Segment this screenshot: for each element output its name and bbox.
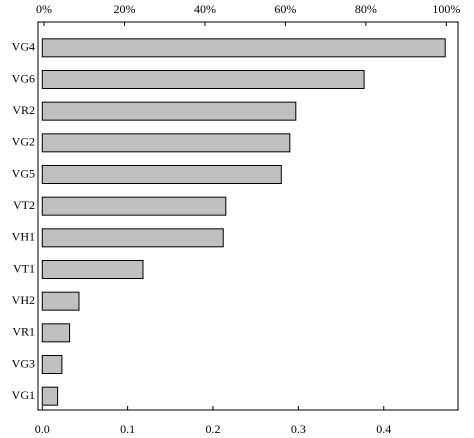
bar bbox=[41, 165, 282, 184]
y-tick-label: VG6 bbox=[12, 71, 35, 85]
bar bbox=[41, 291, 80, 311]
x-tick-label: 0.1 bbox=[120, 422, 135, 436]
x2-tick-label: 0% bbox=[36, 2, 52, 16]
y-tick-label: VH2 bbox=[12, 293, 35, 307]
bar bbox=[41, 101, 297, 121]
x-tick-label: 0.4 bbox=[376, 422, 391, 436]
bar bbox=[41, 133, 291, 153]
bar bbox=[41, 355, 63, 374]
y-tick-label: VG2 bbox=[12, 135, 35, 149]
bar bbox=[41, 38, 446, 58]
bar bbox=[41, 386, 59, 406]
x2-tick-label: 60% bbox=[274, 2, 296, 16]
x2-tick-label: 80% bbox=[355, 2, 377, 16]
x-tick-label: 0.3 bbox=[291, 422, 306, 436]
y-tick-label: VG1 bbox=[12, 388, 35, 402]
y-tick-label: VG5 bbox=[12, 166, 35, 180]
bar bbox=[41, 196, 227, 216]
x2-tick-label: 20% bbox=[113, 2, 135, 16]
x-tick-label: 0.2 bbox=[206, 422, 221, 436]
x2-tick-label: 40% bbox=[194, 2, 216, 16]
y-tick-label: VT1 bbox=[13, 261, 35, 275]
y-tick-label: VG3 bbox=[12, 356, 35, 370]
y-tick-label: VR2 bbox=[12, 103, 35, 117]
y-tick-label: VR1 bbox=[12, 325, 35, 339]
x-tick-label: 0.0 bbox=[35, 422, 50, 436]
bar bbox=[41, 228, 224, 248]
plot-frame bbox=[37, 21, 459, 411]
y-tick-label: VH1 bbox=[12, 230, 35, 244]
bar bbox=[41, 70, 365, 89]
bar bbox=[41, 323, 71, 343]
bar bbox=[41, 260, 144, 279]
y-tick-label: VG4 bbox=[12, 40, 35, 54]
y-tick-label: VT2 bbox=[13, 198, 35, 212]
x2-tick-label: 100% bbox=[432, 2, 460, 16]
